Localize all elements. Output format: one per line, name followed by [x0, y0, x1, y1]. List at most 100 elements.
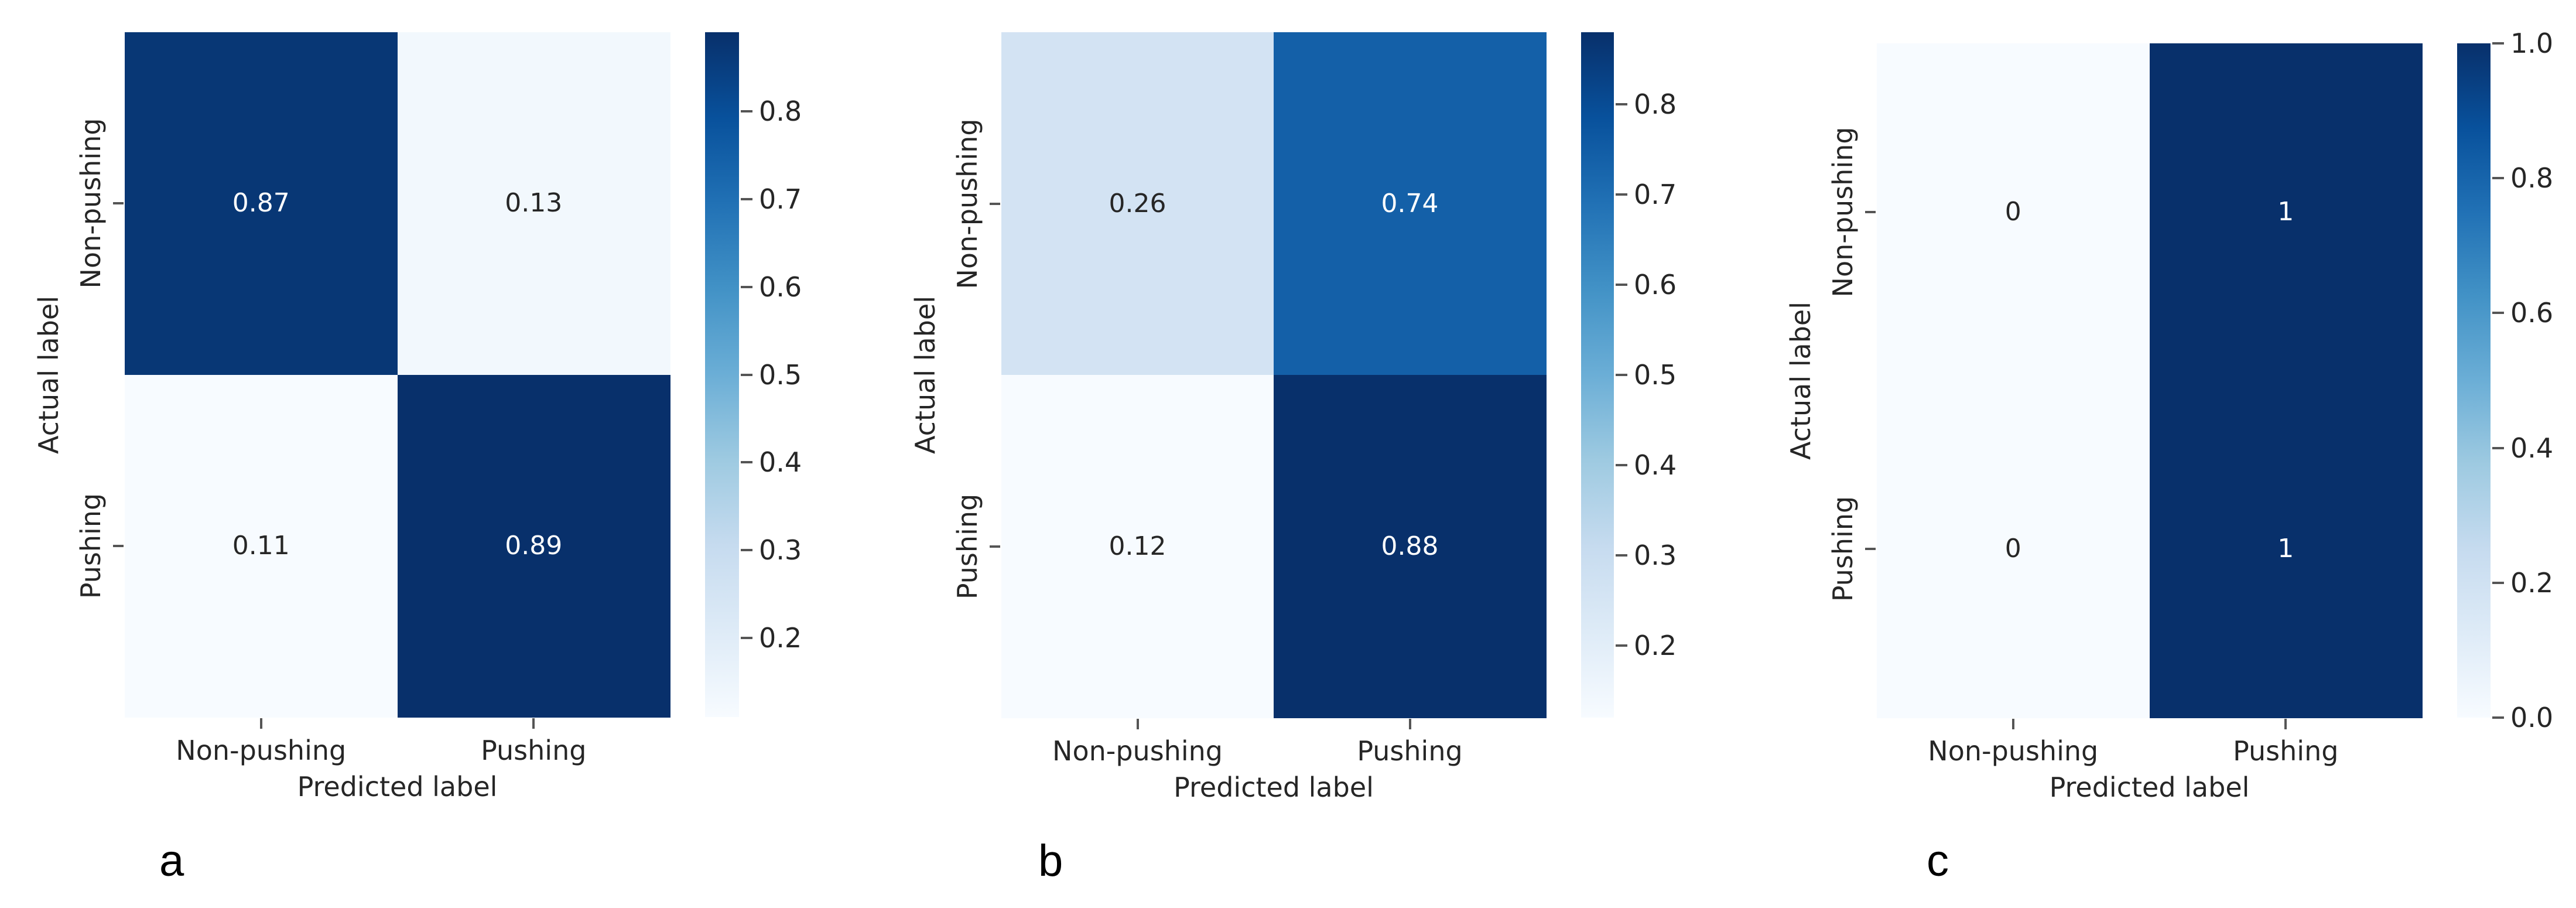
cell-value: 1	[2277, 196, 2294, 227]
panel-letter-b: b	[1038, 836, 1063, 886]
colorbar-tick-label: 0.2	[2510, 566, 2554, 599]
cell-value: 0	[2004, 534, 2021, 564]
x-axis-label: Predicted label	[2049, 772, 2250, 803]
colorbar-tick-mark	[741, 461, 752, 464]
colorbar-tick-label: 0.2	[759, 622, 802, 654]
colorbar-tick-label: 0.6	[1634, 269, 1677, 301]
colorbar-tick-label: 0.5	[1634, 359, 1677, 391]
colorbar-tick-mark	[741, 285, 752, 288]
heatmap-cell-r0c0	[1877, 43, 2150, 381]
colorbar-tick-mark	[1616, 284, 1627, 286]
panel-letter-a: a	[159, 836, 184, 886]
colorbar-tick-label: 0.6	[2510, 297, 2554, 329]
colorbar-tick-mark	[741, 197, 752, 200]
y-tick-label-pushing: Pushing	[1827, 496, 1859, 602]
cell-value: 0.13	[505, 188, 563, 219]
heatmap-grid-a: 0.87 0.13 0.11 0.89	[125, 32, 670, 718]
heatmap-grid-b: 0.26 0.74 0.12 0.88	[1001, 32, 1547, 718]
colorbar-tick-mark	[741, 549, 752, 552]
colorbar-tick-label: 0.7	[1634, 179, 1677, 211]
heatmap-cell-r1c1	[1274, 375, 1547, 718]
cell-value: 0.12	[1109, 531, 1166, 561]
colorbar-tick-mark	[1616, 103, 1627, 106]
heatmap-cell-r1c0	[1877, 380, 2150, 718]
x-axis-label: Predicted label	[1174, 772, 1374, 803]
colorbar-tick-label: 0.6	[759, 271, 802, 303]
colorbar-tick-mark	[2492, 312, 2504, 315]
heatmap-cell-r1c0	[125, 374, 398, 718]
colorbar-tick-mark	[2492, 716, 2504, 719]
cell-value: 0	[2004, 196, 2021, 227]
colorbar-tick-mark	[741, 373, 752, 376]
y-tick-mark	[990, 545, 1000, 548]
colorbar-tick-label: 0.7	[759, 183, 802, 215]
y-tick-mark	[1865, 548, 1876, 551]
heatmap-cell-r0c1	[1274, 32, 1547, 376]
colorbar-tick-mark	[2492, 177, 2504, 180]
y-tick-label-non-pushing: Non-pushing	[1827, 127, 1859, 298]
colorbar-tick-mark	[1616, 463, 1627, 466]
heatmap-cell-r0c1	[397, 32, 670, 376]
x-tick-mark	[1408, 719, 1411, 729]
x-tick-label-pushing: Pushing	[481, 735, 587, 766]
heatmap-cell-r1c1	[397, 374, 670, 718]
y-tick-mark	[990, 202, 1000, 205]
colorbar-tick-mark	[741, 110, 752, 112]
heatmap-cell-r1c0	[1001, 375, 1274, 718]
colorbar-tick-mark	[2492, 581, 2504, 584]
colorbar-tick-label: 0.5	[759, 359, 802, 391]
x-tick-mark	[259, 718, 262, 729]
cell-value: 0.26	[1109, 188, 1166, 219]
cell-value: 0.89	[505, 530, 563, 561]
colorbar-tick-label: 0.8	[2510, 162, 2554, 194]
colorbar-tick-mark	[741, 637, 752, 640]
colorbar-tick-mark	[2492, 42, 2504, 45]
panel-letter-c: c	[1927, 836, 1949, 886]
x-tick-label-pushing: Pushing	[1357, 735, 1463, 767]
x-tick-label-non-pushing: Non-pushing	[1052, 735, 1223, 767]
colorbar-tick-label: 0.3	[759, 534, 802, 566]
y-tick-mark	[113, 544, 124, 547]
colorbar-tick-label: 0.4	[2510, 432, 2554, 464]
y-axis-label: Actual label	[1785, 301, 1816, 460]
cell-value: 0.87	[232, 188, 290, 219]
colorbar-tick-label: 0.8	[1634, 88, 1677, 121]
y-tick-mark	[113, 202, 124, 205]
colorbar-c	[2457, 43, 2491, 718]
heatmap-cell-r1c1	[2149, 380, 2423, 718]
cell-value: 0.11	[232, 530, 290, 561]
x-axis-label: Predicted label	[297, 771, 498, 803]
colorbar-tick-label: 0.2	[1634, 629, 1677, 661]
cell-value: 0.74	[1381, 188, 1439, 219]
x-tick-mark	[2284, 719, 2287, 729]
heatmap-cell-r0c1	[2149, 43, 2423, 381]
colorbar-tick-mark	[2492, 446, 2504, 449]
x-tick-mark	[2011, 719, 2014, 729]
cell-value: 1	[2277, 534, 2294, 564]
y-tick-mark	[1865, 210, 1876, 213]
cell-value: 0.88	[1381, 531, 1439, 561]
colorbar-tick-label: 1.0	[2510, 28, 2554, 59]
heatmap-cell-r0c0	[125, 32, 398, 376]
colorbar-tick-label: 0.4	[759, 446, 802, 479]
x-tick-label-non-pushing: Non-pushing	[1928, 735, 2099, 767]
colorbar-tick-label: 0.8	[759, 95, 802, 127]
x-tick-label-pushing: Pushing	[2233, 735, 2339, 767]
colorbar-tick-label: 0.4	[1634, 449, 1677, 481]
colorbar-tick-label: 0.0	[2510, 702, 2554, 733]
colorbar-a	[705, 32, 739, 717]
x-tick-label-non-pushing: Non-pushing	[176, 735, 347, 766]
colorbar-tick-label: 0.3	[1634, 539, 1677, 571]
heatmap-cell-r0c0	[1001, 32, 1274, 376]
colorbar-tick-mark	[1616, 374, 1627, 376]
colorbar-tick-mark	[1616, 193, 1627, 196]
x-tick-mark	[1136, 719, 1139, 729]
x-tick-mark	[532, 718, 535, 729]
colorbar-tick-mark	[1616, 554, 1627, 557]
colorbar-b	[1581, 32, 1614, 718]
heatmap-grid-c: 0 1 0 1	[1877, 43, 2423, 718]
